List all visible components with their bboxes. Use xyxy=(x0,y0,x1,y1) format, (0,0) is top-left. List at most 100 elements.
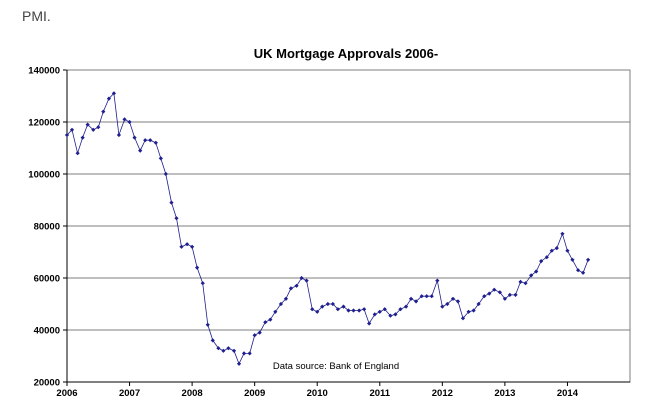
data-point xyxy=(288,286,294,291)
data-point xyxy=(544,255,549,260)
data-point xyxy=(216,346,221,351)
data-point xyxy=(273,309,278,314)
data-point xyxy=(335,307,340,312)
data-source-annotation: Data source: Bank of England xyxy=(273,361,399,372)
data-point xyxy=(393,312,398,317)
data-point xyxy=(413,299,419,304)
data-point xyxy=(455,299,461,304)
data-point xyxy=(487,291,492,296)
data-point xyxy=(351,308,356,313)
data-point xyxy=(523,281,528,286)
data-point xyxy=(471,308,476,313)
x-tick-label: 2008 xyxy=(182,388,203,399)
data-point xyxy=(241,351,247,356)
gridlines xyxy=(67,69,630,331)
data-point xyxy=(69,127,75,132)
data-point xyxy=(341,304,346,309)
data-point xyxy=(174,216,179,221)
data-point xyxy=(85,122,90,127)
data-point xyxy=(560,231,565,236)
data-point xyxy=(549,248,554,253)
data-point xyxy=(362,307,367,312)
y-tick-label: 100000 xyxy=(28,170,60,181)
data-point xyxy=(575,268,581,273)
x-tick-label: 2011 xyxy=(369,388,390,399)
x-tick-labels: 2006 2007 2008 2009 2010 2011 2012 2013 2014 xyxy=(56,388,578,399)
y-tick-label: 80000 xyxy=(34,222,60,233)
data-point xyxy=(398,307,403,312)
data-point xyxy=(283,296,289,301)
data-point xyxy=(210,338,215,343)
data-point xyxy=(257,330,262,335)
data-point xyxy=(153,140,158,145)
data-point xyxy=(221,348,226,353)
data-point xyxy=(502,296,507,301)
data-point xyxy=(143,138,148,143)
data-point xyxy=(268,317,273,322)
data-points xyxy=(64,91,591,366)
y-tick-label: 120000 xyxy=(28,118,60,129)
data-point xyxy=(492,287,497,292)
data-point xyxy=(585,257,591,262)
data-point xyxy=(377,309,382,314)
data-point xyxy=(101,109,106,114)
x-tick-label: 2010 xyxy=(307,388,328,399)
y-tick-label: 60000 xyxy=(34,274,60,285)
data-point xyxy=(195,265,200,270)
data-point xyxy=(320,304,325,309)
data-point xyxy=(565,248,570,253)
data-point xyxy=(382,307,387,312)
data-point xyxy=(127,119,132,125)
data-point xyxy=(185,242,190,247)
data-point xyxy=(116,132,122,138)
data-point xyxy=(450,296,456,301)
data-point xyxy=(372,312,377,317)
data-point xyxy=(294,283,299,288)
data-point xyxy=(482,294,487,299)
data-point xyxy=(226,346,231,351)
data-point xyxy=(357,308,362,313)
data-point xyxy=(570,257,575,262)
data-point xyxy=(96,125,101,130)
data-point xyxy=(424,294,429,299)
data-point xyxy=(106,96,112,101)
data-point xyxy=(518,279,523,284)
series-line xyxy=(66,92,589,365)
x-tick-label: 2007 xyxy=(119,388,140,399)
data-point xyxy=(440,304,445,309)
data-point xyxy=(513,292,518,297)
x-tick-label: 2013 xyxy=(494,388,515,399)
x-tick-label: 2014 xyxy=(557,388,579,399)
data-point xyxy=(169,200,174,205)
data-point xyxy=(263,320,268,325)
data-point xyxy=(190,244,195,249)
data-point xyxy=(75,151,80,156)
data-point xyxy=(346,308,351,313)
data-point xyxy=(367,321,372,326)
data-point xyxy=(148,138,153,143)
y-tick-label: 40000 xyxy=(34,326,60,337)
chart-title: UK Mortgage Approvals 2006- xyxy=(254,46,438,61)
page-heading: PMI. xyxy=(22,8,51,24)
data-point xyxy=(315,309,320,314)
data-point xyxy=(534,269,539,274)
data-point xyxy=(132,135,137,140)
data-point xyxy=(476,301,481,307)
data-point xyxy=(408,296,414,301)
data-point xyxy=(507,292,512,297)
data-point xyxy=(388,313,393,318)
data-point xyxy=(325,301,330,307)
data-point xyxy=(419,294,424,299)
data-point xyxy=(179,244,184,249)
data-point xyxy=(111,91,117,96)
data-point xyxy=(122,117,127,122)
series-polyline xyxy=(66,92,589,365)
data-point xyxy=(247,351,252,356)
data-point xyxy=(205,322,210,327)
axes xyxy=(63,69,631,386)
data-point xyxy=(304,278,309,283)
data-point xyxy=(64,132,70,138)
data-point xyxy=(310,307,315,312)
data-point xyxy=(163,171,168,177)
data-point xyxy=(539,259,544,264)
